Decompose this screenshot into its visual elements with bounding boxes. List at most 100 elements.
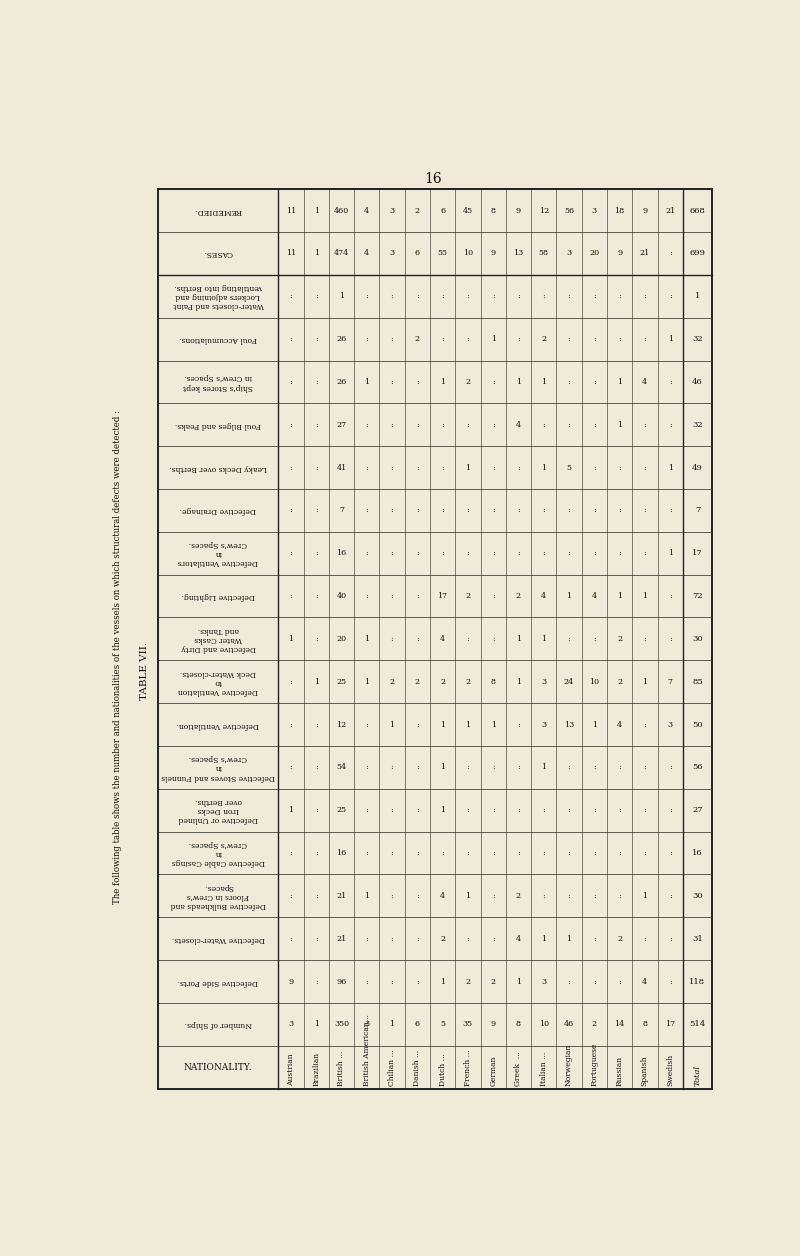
Text: 1: 1	[288, 806, 294, 814]
Text: :: :	[593, 506, 596, 515]
Text: 45: 45	[463, 207, 473, 215]
Text: 12: 12	[538, 207, 549, 215]
Text: 58: 58	[538, 250, 549, 257]
Text: :: :	[593, 293, 596, 300]
Text: 2: 2	[466, 592, 470, 600]
Text: :: :	[315, 463, 318, 471]
Text: French ...: French ...	[464, 1050, 472, 1086]
Text: 50: 50	[692, 721, 703, 728]
Text: :: :	[416, 892, 418, 899]
Text: :: :	[442, 549, 444, 558]
Text: 1: 1	[667, 463, 673, 471]
Text: :: :	[618, 506, 621, 515]
Text: :: :	[315, 849, 318, 857]
Text: :: :	[390, 549, 394, 558]
Text: :: :	[643, 549, 646, 558]
Text: :: :	[390, 463, 394, 471]
Text: :: :	[290, 463, 292, 471]
Text: 2: 2	[414, 678, 420, 686]
Text: 49: 49	[692, 463, 703, 471]
Text: British ...: British ...	[338, 1051, 346, 1086]
Text: :: :	[542, 549, 545, 558]
Text: :: :	[290, 549, 292, 558]
Text: 1: 1	[667, 335, 673, 343]
Text: 1: 1	[617, 421, 622, 428]
Text: :: :	[492, 764, 494, 771]
Text: :: :	[593, 335, 596, 343]
Text: 17: 17	[665, 1020, 675, 1029]
Text: Defective or Unlined
Iron Decks
over Berths.: Defective or Unlined Iron Decks over Ber…	[178, 798, 258, 824]
Text: Dutch ...: Dutch ...	[438, 1054, 446, 1086]
Text: Total: Total	[694, 1065, 702, 1086]
Text: Norwegian: Norwegian	[565, 1044, 573, 1086]
Text: :: :	[315, 335, 318, 343]
Text: 1: 1	[667, 549, 673, 558]
Text: 11: 11	[286, 250, 296, 257]
Text: :: :	[643, 463, 646, 471]
Text: :: :	[366, 934, 368, 943]
Text: 55: 55	[438, 250, 447, 257]
Text: :: :	[492, 421, 494, 428]
Text: :: :	[366, 549, 368, 558]
Text: :: :	[492, 378, 494, 386]
Text: 21: 21	[336, 934, 346, 943]
Text: 1: 1	[541, 764, 546, 771]
Text: :: :	[366, 463, 368, 471]
Text: 40: 40	[336, 592, 346, 600]
Text: 7: 7	[339, 506, 344, 515]
Text: 46: 46	[564, 1020, 574, 1029]
Text: :: :	[517, 335, 520, 343]
Text: 3: 3	[566, 250, 571, 257]
Text: :: :	[568, 506, 570, 515]
Text: Number of Ships.: Number of Ships.	[185, 1020, 252, 1029]
Text: 1: 1	[314, 250, 318, 257]
Text: 10: 10	[463, 250, 473, 257]
Text: :: :	[593, 934, 596, 943]
Text: :: :	[442, 335, 444, 343]
Text: 9: 9	[288, 977, 294, 986]
Text: 4: 4	[642, 378, 647, 386]
Text: :: :	[466, 934, 470, 943]
Text: 1: 1	[466, 721, 470, 728]
Text: Defective Drainage.: Defective Drainage.	[180, 506, 256, 515]
Text: 16: 16	[692, 849, 703, 857]
Text: :: :	[290, 506, 292, 515]
Text: 1: 1	[617, 378, 622, 386]
Text: :: :	[466, 335, 470, 343]
Text: :: :	[390, 293, 394, 300]
Text: 3: 3	[364, 1020, 370, 1029]
Text: :: :	[442, 421, 444, 428]
Text: :: :	[669, 506, 671, 515]
Text: :: :	[669, 892, 671, 899]
Text: 1: 1	[516, 378, 521, 386]
Text: 1: 1	[566, 592, 571, 600]
Text: :: :	[290, 378, 292, 386]
Text: 16: 16	[425, 172, 442, 186]
Text: :: :	[290, 335, 292, 343]
Text: 1: 1	[541, 634, 546, 643]
Text: 3: 3	[390, 250, 394, 257]
Text: :: :	[669, 977, 671, 986]
Text: :: :	[618, 764, 621, 771]
Text: :: :	[366, 506, 368, 515]
Text: 30: 30	[692, 892, 703, 899]
Text: 35: 35	[463, 1020, 473, 1029]
Text: :: :	[390, 506, 394, 515]
Text: 6: 6	[414, 1020, 420, 1029]
Text: 1: 1	[390, 1020, 394, 1029]
Text: 21: 21	[665, 207, 675, 215]
Text: :: :	[618, 293, 621, 300]
Text: Defective Water-closets.: Defective Water-closets.	[172, 934, 265, 943]
Text: 1: 1	[592, 721, 597, 728]
Text: :: :	[542, 506, 545, 515]
Text: Russian: Russian	[615, 1056, 623, 1086]
Text: 1: 1	[516, 977, 521, 986]
Text: :: :	[669, 378, 671, 386]
Text: :: :	[315, 721, 318, 728]
Text: TABLE VII.: TABLE VII.	[141, 642, 150, 701]
Text: 4: 4	[642, 977, 647, 986]
Text: 2: 2	[617, 634, 622, 643]
Text: 1: 1	[288, 634, 294, 643]
Text: :: :	[290, 892, 292, 899]
Text: :: :	[643, 934, 646, 943]
